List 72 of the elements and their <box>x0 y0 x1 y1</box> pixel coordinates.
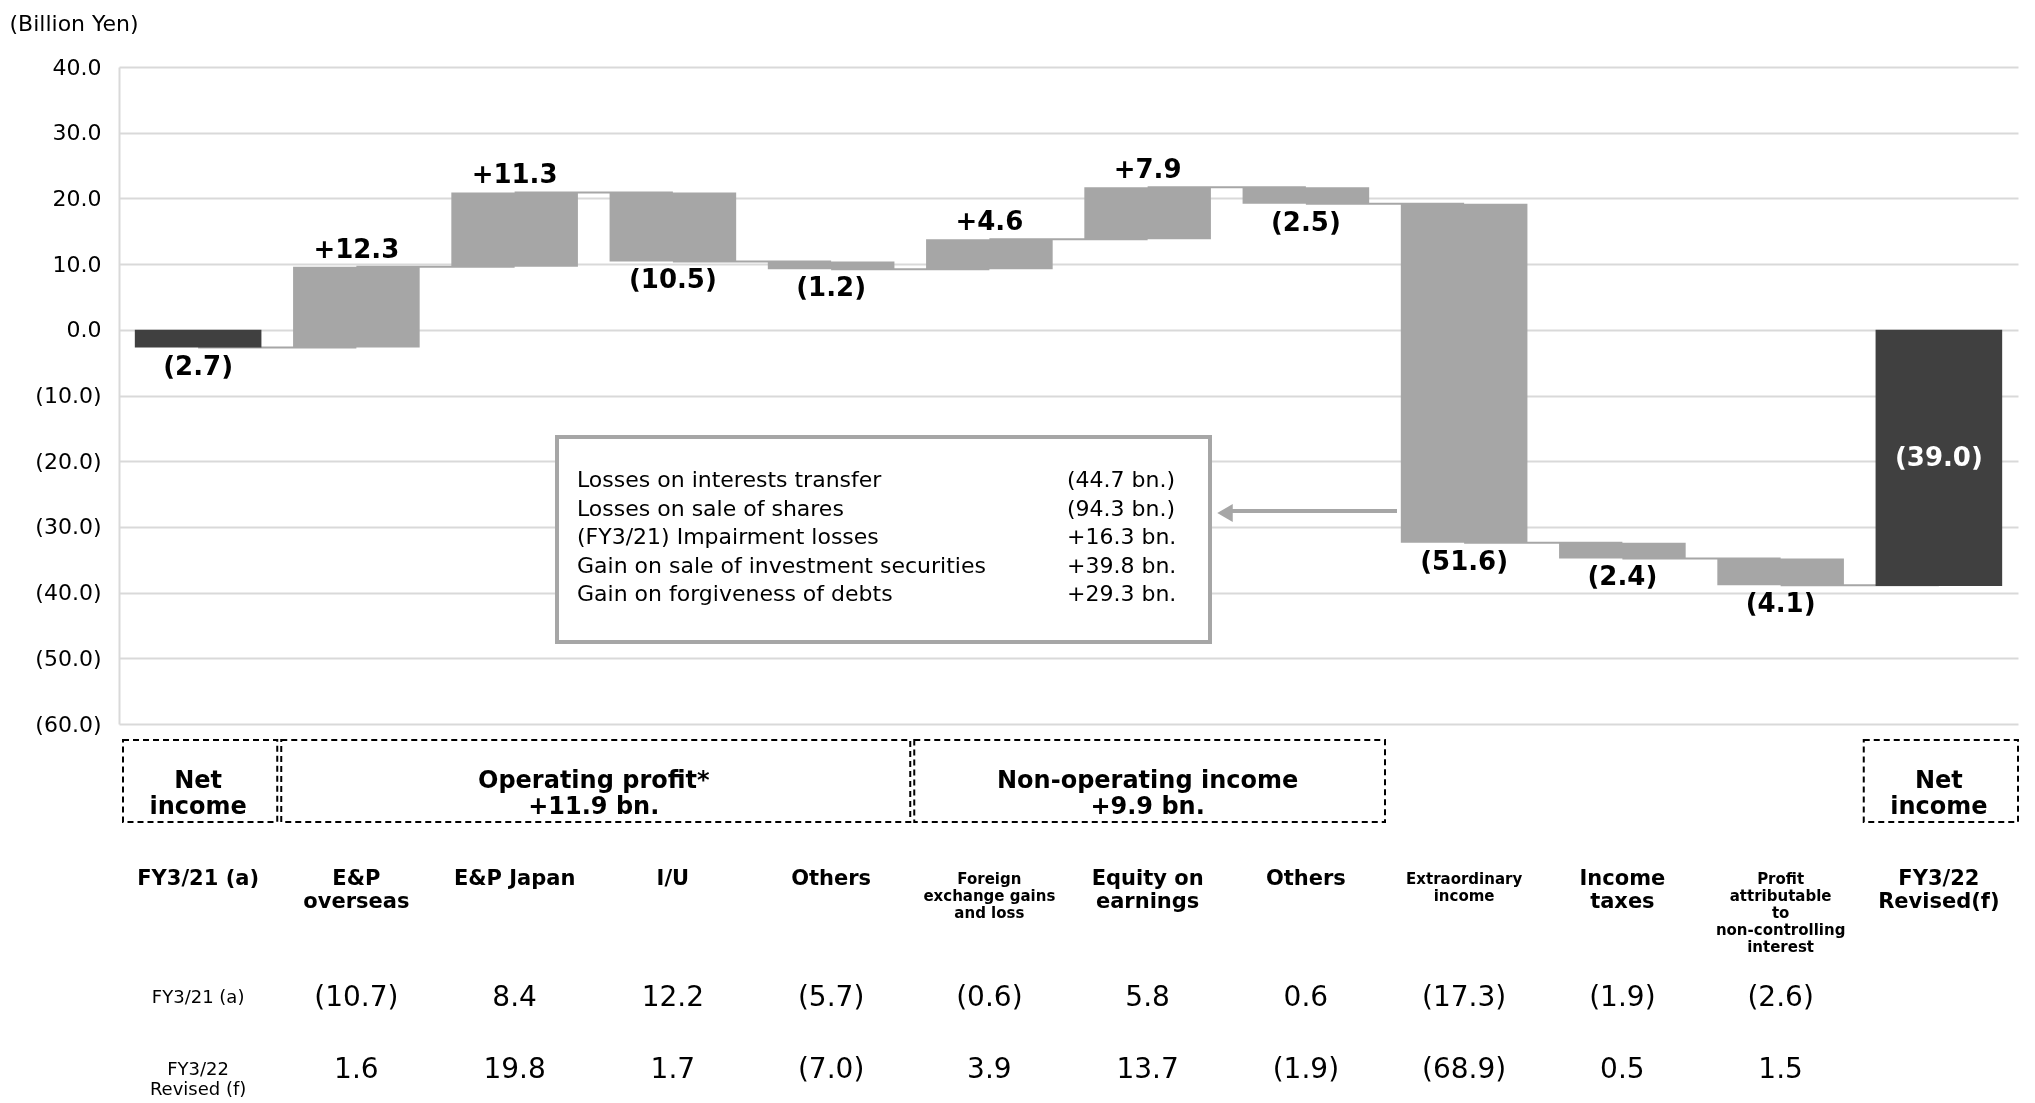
annotation: Gain on sale of investment securities <box>577 552 986 578</box>
annotation: (94.3 bn.) <box>1067 495 1176 521</box>
x-tick-label: FY3/21 (a) <box>137 866 259 890</box>
annotation: Gain on forgiveness of debts <box>577 581 893 606</box>
annotation: Losses on sale of shares <box>577 495 844 521</box>
x-tick-label: Others <box>1265 866 1346 890</box>
x-tick-label: FY3/22 Revised(f) <box>1878 866 2000 913</box>
annotation: (44.7 bn.) <box>1067 467 1176 492</box>
y-tick-label: 30.0 <box>52 120 102 146</box>
text: (17.3) <box>1422 980 1507 1013</box>
text: (5.7) <box>797 980 865 1013</box>
text: 0.5 <box>1600 1052 1645 1085</box>
text: 19.8 <box>483 1052 546 1085</box>
annotation: Losses on interests transfer <box>577 467 883 492</box>
annotation: +16.3 bn. <box>1067 524 1177 549</box>
text: FY3/22 Revised (f) <box>149 1058 247 1099</box>
text: 0.6 <box>1283 980 1329 1013</box>
y-tick-label: (40.0) <box>35 580 102 606</box>
y-tick-label: (10.0) <box>35 383 102 408</box>
x-tick-label: E&P overseas <box>303 866 410 913</box>
text: 13.7 <box>1116 1052 1179 1085</box>
y-tick-label: (30.0) <box>35 514 102 540</box>
y-tick-label: (50.0) <box>35 645 102 671</box>
x-tick-label: Extraordinary income <box>1406 870 1523 905</box>
text: Non-operating income +9.9 bn. <box>997 766 1299 820</box>
text: 1.5 <box>1758 1052 1803 1085</box>
text: (68.9) <box>1422 1052 1507 1085</box>
text: 1.6 <box>334 1052 379 1085</box>
text: 8.4 <box>492 980 537 1013</box>
data-label: (4.1) <box>1745 588 1816 619</box>
data-label: (39.0) <box>1894 441 1983 472</box>
data-label: (51.6) <box>1420 545 1509 576</box>
x-tick-label: Profit attributable to non-controlling interest <box>1715 870 1846 956</box>
data-label: +7.9 <box>1113 154 1182 185</box>
x-tick-label: E&P Japan <box>453 866 576 890</box>
x-tick-label: Income taxes <box>1579 866 1666 913</box>
data-label: +4.6 <box>955 206 1024 237</box>
data-label: (2.5) <box>1270 206 1341 237</box>
text: Net income <box>149 766 247 820</box>
data-label: (1.2) <box>796 272 867 303</box>
data-label: (2.7) <box>163 350 234 381</box>
annotation: (FY3/21) Impairment losses <box>577 524 879 549</box>
data-label: (10.5) <box>628 264 717 295</box>
text: (1.9) <box>1272 1052 1340 1085</box>
y-axis-title: (Billion Yen) <box>9 10 139 36</box>
text: 12.2 <box>641 980 705 1013</box>
text: Operating profit* +11.9 bn. <box>477 766 710 820</box>
text: (1.9) <box>1589 980 1656 1013</box>
y-tick-label: (20.0) <box>35 448 102 474</box>
text: (7.0) <box>797 1052 865 1085</box>
annotation: +39.8 bn. <box>1067 552 1177 578</box>
data-label: +12.3 <box>313 233 400 264</box>
text: 1.7 <box>650 1052 696 1085</box>
text: 3.9 <box>967 1052 1012 1085</box>
text: (0.6) <box>956 980 1023 1013</box>
x-tick-label: Equity on earnings <box>1091 866 1204 913</box>
y-tick-label: 20.0 <box>52 185 102 211</box>
annotation: +29.3 bn. <box>1067 581 1177 606</box>
data-label: +11.3 <box>471 159 558 190</box>
text: 5.8 <box>1125 980 1170 1013</box>
text: Net income <box>1890 766 1988 820</box>
data-label: (2.4) <box>1587 561 1658 592</box>
x-tick-label: Others <box>791 866 872 890</box>
y-tick-label: 40.0 <box>52 54 102 80</box>
text: (10.7) <box>314 980 399 1013</box>
text: (2.6) <box>1747 980 1814 1013</box>
text: FY3/21 (a) <box>151 986 245 1007</box>
y-tick-label: 10.0 <box>52 251 102 277</box>
x-tick-label: I/U <box>656 866 690 890</box>
y-tick-label: (60.0) <box>35 711 102 737</box>
y-tick-label: 0.0 <box>66 317 102 343</box>
x-tick-label: Foreign exchange gains and loss <box>923 870 1056 922</box>
